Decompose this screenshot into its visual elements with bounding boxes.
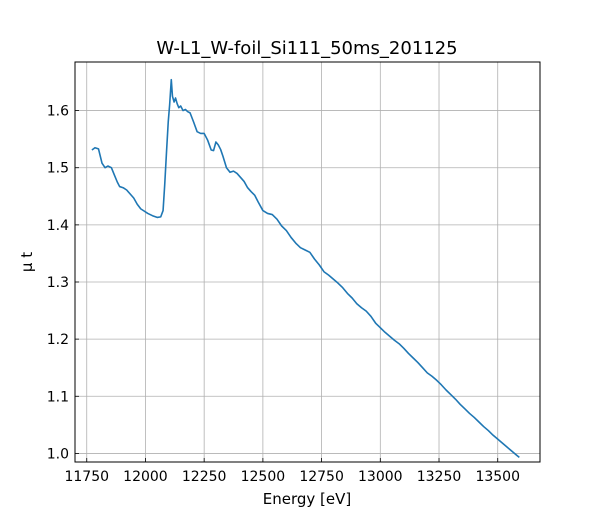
x-tick-label: 12500 — [241, 469, 286, 485]
ticks: 11750 12000 12250 12500 12750 13000 13250 13500… — [47, 104, 520, 485]
x-tick-label: 12000 — [123, 469, 168, 485]
y-tick-label: 1.3 — [47, 275, 69, 291]
x-tick-label: 12250 — [182, 469, 227, 485]
y-tick-label: 1.5 — [47, 161, 69, 177]
grid — [75, 62, 540, 462]
y-tick-label: 1.2 — [47, 332, 69, 348]
x-tick-label: 13500 — [475, 469, 520, 485]
plot-area — [91, 78, 520, 459]
x-tick-label: 12750 — [299, 469, 344, 485]
y-tick-label: 1.1 — [47, 389, 69, 405]
y-tick-label: 1.0 — [47, 446, 69, 462]
series-line — [91, 78, 520, 459]
x-tick-label: 13250 — [417, 469, 462, 485]
y-tick-label: 1.6 — [47, 104, 69, 120]
x-axis-label: Energy [eV] — [263, 490, 351, 508]
y-axis-label: μ t — [18, 252, 36, 272]
plot-frame — [74, 61, 541, 463]
x-tick-label: 11750 — [64, 469, 109, 485]
y-tick-label: 1.4 — [47, 218, 69, 234]
x-tick-label: 13000 — [358, 469, 403, 485]
chart-title: W-L1_W-foil_Si111_50ms_201125 — [156, 38, 457, 59]
